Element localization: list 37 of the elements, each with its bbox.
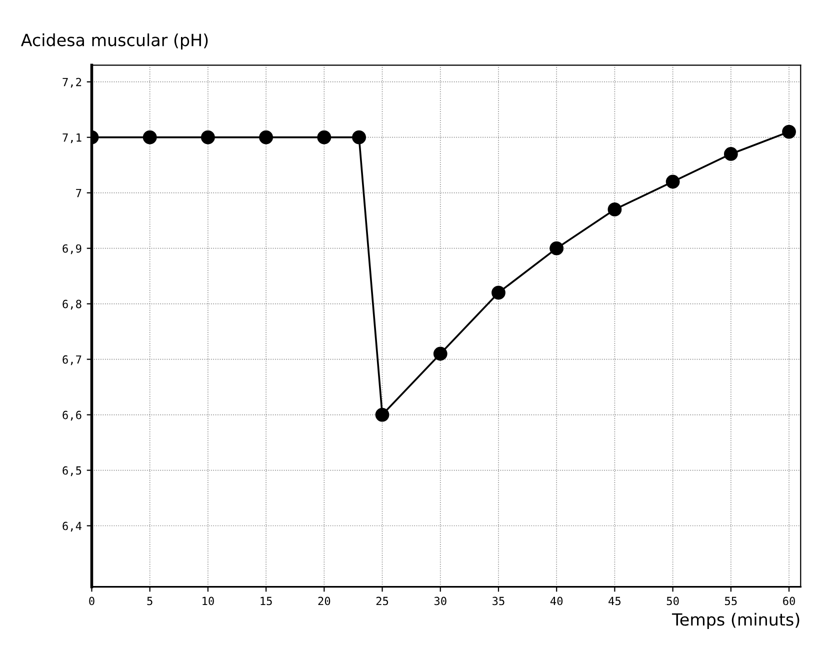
x-tick-label: 50 bbox=[666, 596, 679, 606]
point bbox=[259, 130, 274, 144]
point bbox=[142, 130, 157, 144]
point bbox=[375, 408, 390, 422]
y-tick-label: 6,4 bbox=[62, 522, 82, 532]
point bbox=[201, 130, 215, 144]
point bbox=[782, 124, 796, 139]
y-tick-label: 6,8 bbox=[62, 300, 82, 310]
x-tick-label: 40 bbox=[550, 596, 563, 606]
x-tick-label: 30 bbox=[434, 596, 446, 606]
point bbox=[433, 346, 448, 361]
x-tick-label: 0 bbox=[89, 596, 94, 606]
x-tick-label: 15 bbox=[260, 596, 272, 606]
y-tick-label: 7,2 bbox=[62, 78, 82, 88]
y-axis-title: Acidesa muscular (pH) bbox=[20, 33, 208, 50]
y-tick-label: 6,6 bbox=[62, 410, 82, 421]
point bbox=[352, 130, 366, 144]
y-tick-label: 6,7 bbox=[62, 355, 82, 366]
x-axis-title: Temps (minuts) bbox=[672, 612, 800, 630]
x-tick-label: 25 bbox=[376, 596, 388, 606]
point bbox=[550, 241, 564, 256]
x-tick-label: 20 bbox=[318, 596, 330, 606]
y-tick-label: 6,9 bbox=[62, 244, 82, 254]
x-tick-label: 35 bbox=[492, 596, 504, 606]
y-tick-label: 7 bbox=[76, 188, 82, 198]
y-tick-label: 7,1 bbox=[62, 133, 82, 144]
x-tick-label: 10 bbox=[202, 596, 214, 606]
point bbox=[317, 130, 332, 144]
x-tick-label: 60 bbox=[783, 596, 795, 606]
x-tick-label: 55 bbox=[725, 596, 737, 606]
x-tick-label: 5 bbox=[147, 596, 152, 606]
point bbox=[492, 286, 506, 300]
point bbox=[724, 147, 738, 161]
y-tick-label: 6,5 bbox=[62, 466, 82, 476]
point bbox=[608, 202, 622, 216]
point bbox=[666, 174, 680, 189]
x-tick-label: 45 bbox=[608, 596, 620, 606]
